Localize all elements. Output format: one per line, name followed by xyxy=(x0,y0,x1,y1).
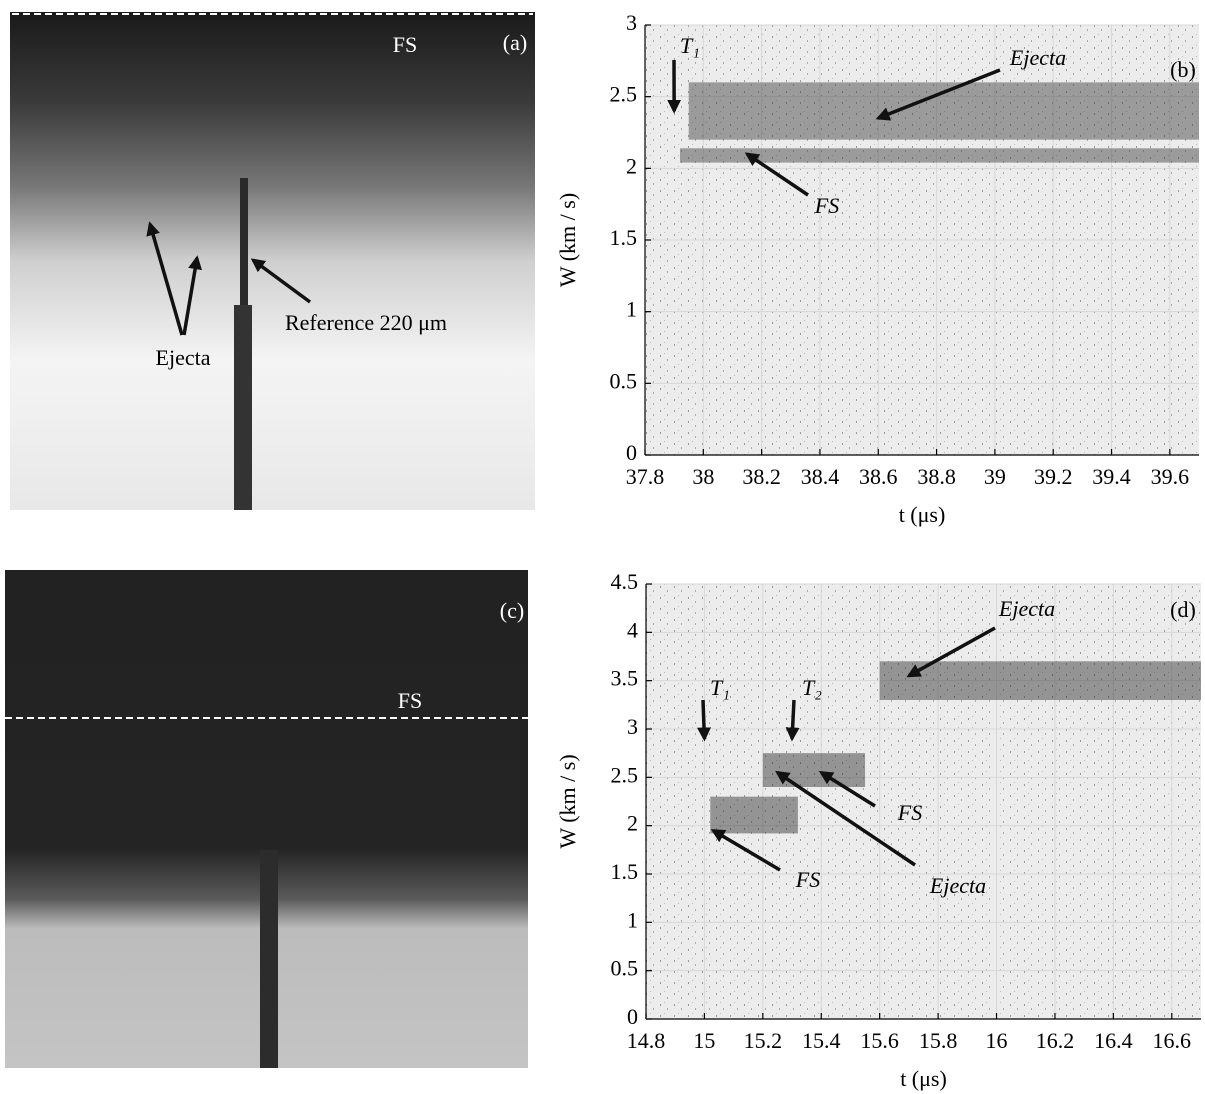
signal-band xyxy=(762,753,866,787)
image-label: Reference 220 μm xyxy=(285,310,447,335)
annotation: FS xyxy=(814,193,839,218)
annotation-arrow xyxy=(785,699,800,742)
x-tick-label: 39.4 xyxy=(1092,464,1131,489)
image-label: FS xyxy=(398,688,422,713)
x-tick-label: 38 xyxy=(692,464,714,489)
y-tick-label: 1 xyxy=(626,297,637,322)
x-tick-label: 38.4 xyxy=(801,464,840,489)
x-tick-label: 16.2 xyxy=(1036,1028,1075,1053)
annotation-arrow xyxy=(697,699,712,742)
panel-label: (d) xyxy=(1170,597,1196,622)
y-tick-label: 2.5 xyxy=(610,82,638,107)
x-tick-label: 15.8 xyxy=(919,1028,958,1053)
y-tick-label: 1 xyxy=(627,907,638,932)
x-tick-label: 39.6 xyxy=(1151,464,1190,489)
y-tick-label: 0.5 xyxy=(611,956,639,981)
annotation: FS xyxy=(795,867,820,892)
annotation-arrow xyxy=(906,626,996,678)
y-tick-label: 3 xyxy=(626,10,637,35)
y-tick-label: 0 xyxy=(626,440,637,465)
annotation: Ejecta xyxy=(998,596,1055,621)
x-tick-label: 16 xyxy=(986,1028,1008,1053)
x-tick-label: 38.2 xyxy=(742,464,781,489)
y-tick-label: 1.5 xyxy=(611,859,639,884)
x-tick-label: 16.4 xyxy=(1094,1028,1133,1053)
annotation: T₁ xyxy=(680,33,700,58)
x-tick-label: 39.2 xyxy=(1034,464,1073,489)
x-tick-label: 15.2 xyxy=(744,1028,783,1053)
panel-label: (b) xyxy=(1170,57,1196,82)
panel-label: (c) xyxy=(500,598,524,623)
annotation: T₂ xyxy=(802,675,822,700)
x-axis-label: t (μs) xyxy=(900,1066,947,1091)
y-tick-label: 0 xyxy=(627,1004,638,1029)
plot-background xyxy=(646,584,1201,1019)
y-tick-label: 3.5 xyxy=(611,666,639,691)
x-axis-label: t (μs) xyxy=(899,502,946,527)
x-tick-label: 15.6 xyxy=(860,1028,899,1053)
signal-band xyxy=(710,796,798,834)
x-tick-label: 14.8 xyxy=(627,1028,666,1053)
annotation-arrow xyxy=(818,771,876,808)
y-tick-label: 2.5 xyxy=(611,762,639,787)
annotation-arrow xyxy=(744,152,809,197)
annotation-arrow xyxy=(875,68,1001,121)
annotation-arrow xyxy=(710,828,781,872)
panel-label: (a) xyxy=(503,30,527,55)
x-tick-label: 15 xyxy=(693,1028,715,1053)
y-axis-label: W (km / s) xyxy=(555,754,580,848)
annotation: T₁ xyxy=(710,675,730,700)
image-a: FS (a) Ejecta Reference 220 μm xyxy=(10,12,535,510)
annotation: Ejecta xyxy=(929,873,986,898)
annotation: Ejecta xyxy=(1009,45,1066,70)
x-tick-label: 37.8 xyxy=(626,464,665,489)
y-tick-label: 4.5 xyxy=(611,569,639,594)
image-c: FS (c) xyxy=(5,570,528,1068)
image-label: Ejecta xyxy=(156,345,211,370)
y-axis-label: W (km / s) xyxy=(555,193,580,287)
x-tick-label: 15.4 xyxy=(802,1028,841,1053)
y-tick-label: 1.5 xyxy=(610,225,638,250)
x-tick-label: 16.6 xyxy=(1153,1028,1192,1053)
y-tick-label: 3 xyxy=(627,714,638,739)
y-tick-label: 4 xyxy=(627,617,638,642)
annotation-arrow xyxy=(775,770,916,867)
x-tick-label: 39 xyxy=(984,464,1006,489)
annotation: FS xyxy=(897,800,922,825)
signal-band xyxy=(879,661,1201,700)
y-tick-label: 2 xyxy=(627,811,638,836)
x-tick-label: 38.8 xyxy=(917,464,956,489)
y-tick-label: 2 xyxy=(626,153,637,178)
signal-band xyxy=(679,148,1199,163)
x-tick-label: 38.6 xyxy=(859,464,898,489)
image-label: FS xyxy=(393,32,417,57)
y-tick-label: 0.5 xyxy=(610,368,638,393)
